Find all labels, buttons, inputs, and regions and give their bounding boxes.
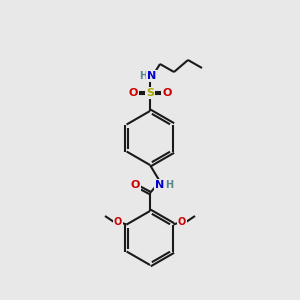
Text: O: O [130,180,140,190]
Text: O: O [128,88,138,98]
Text: N: N [155,180,165,190]
Text: H: H [139,71,147,81]
Text: O: O [178,217,186,227]
Text: O: O [114,217,122,227]
Text: S: S [146,88,154,98]
Text: O: O [162,88,172,98]
Text: H: H [165,180,173,190]
Text: N: N [147,71,157,81]
